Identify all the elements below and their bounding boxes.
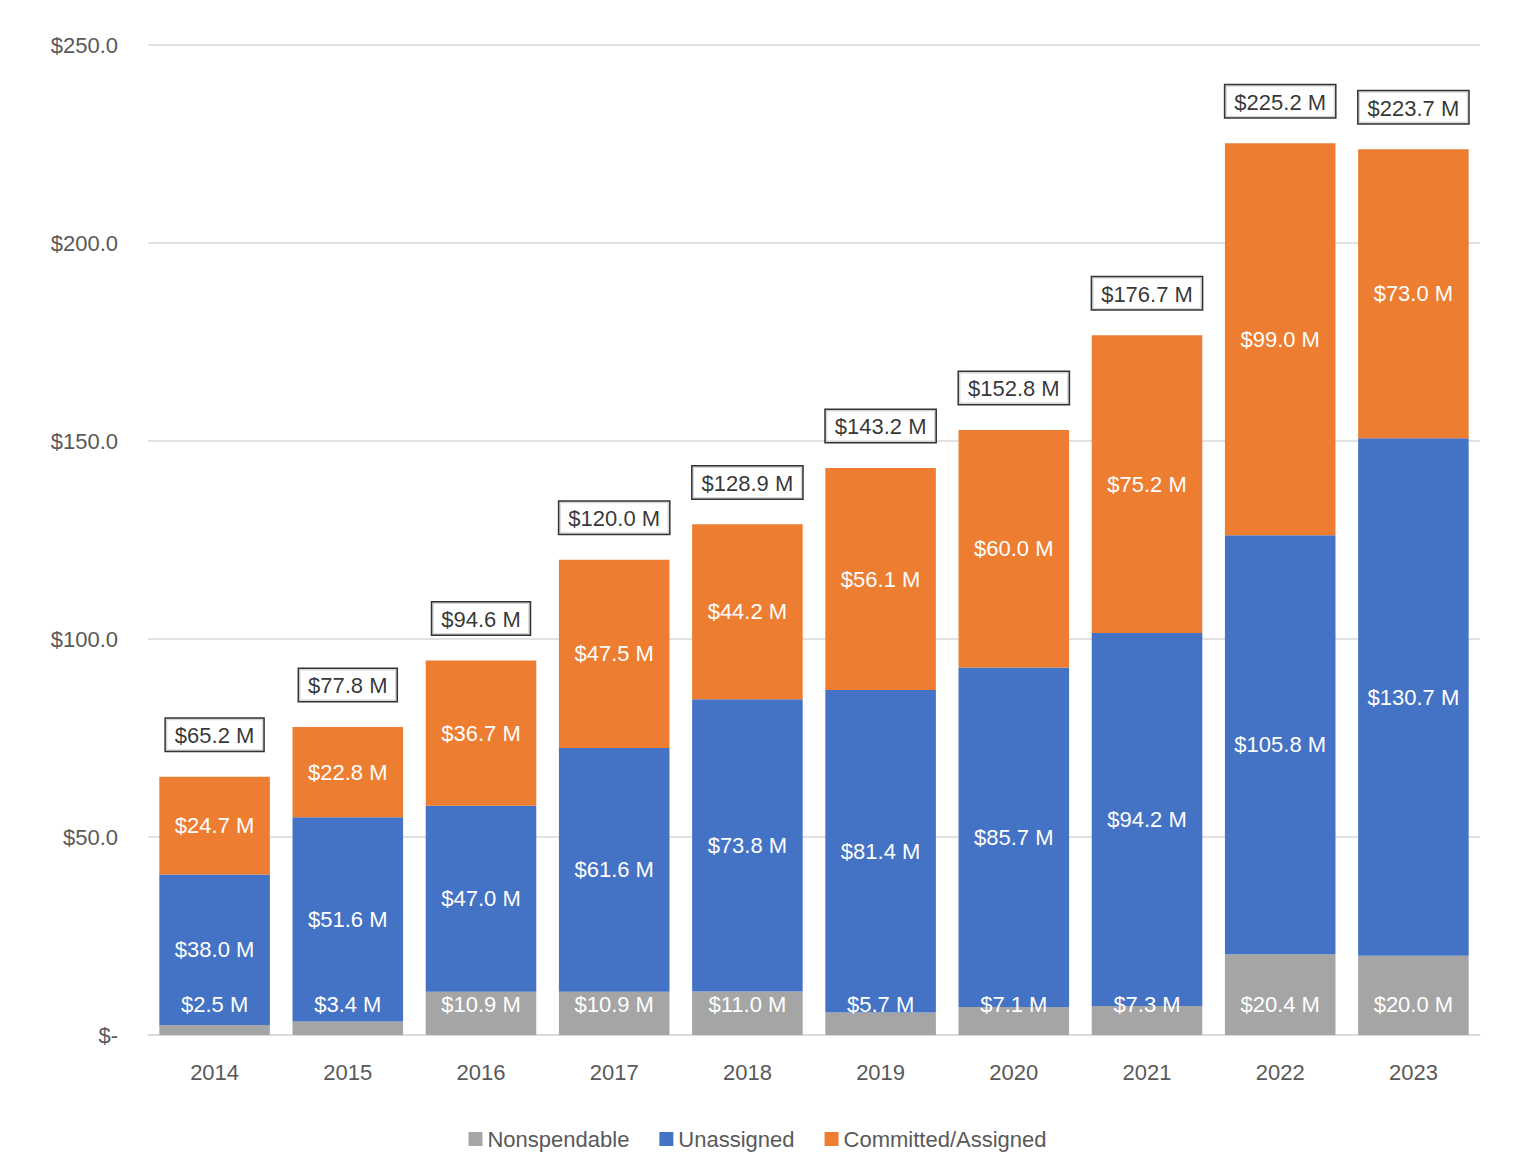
svg-text:$60.0 M: $60.0 M: [974, 536, 1054, 561]
svg-text:$20.0 M: $20.0 M: [1374, 992, 1454, 1017]
svg-text:$56.1 M: $56.1 M: [841, 567, 921, 592]
svg-text:$99.0 M: $99.0 M: [1240, 327, 1320, 352]
svg-text:$20.4 M: $20.4 M: [1240, 992, 1320, 1017]
svg-text:$128.9 M: $128.9 M: [702, 471, 794, 496]
svg-text:$223.7 M: $223.7 M: [1368, 96, 1460, 121]
svg-text:$100.0: $100.0: [51, 627, 118, 652]
svg-text:2023: 2023: [1389, 1060, 1438, 1085]
svg-text:$36.7 M: $36.7 M: [441, 721, 521, 746]
svg-text:$10.9 M: $10.9 M: [441, 992, 521, 1017]
svg-text:2021: 2021: [1123, 1060, 1172, 1085]
svg-text:Unassigned: Unassigned: [678, 1127, 794, 1152]
svg-text:$225.2 M: $225.2 M: [1234, 90, 1326, 115]
svg-text:$11.0 M: $11.0 M: [708, 992, 786, 1017]
svg-text:$75.2 M: $75.2 M: [1107, 472, 1187, 497]
svg-text:$130.7 M: $130.7 M: [1368, 685, 1460, 710]
svg-text:$120.0 M: $120.0 M: [568, 506, 660, 531]
svg-text:2014: 2014: [190, 1060, 239, 1085]
svg-text:$5.7 M: $5.7 M: [847, 992, 914, 1017]
svg-text:2019: 2019: [856, 1060, 905, 1085]
svg-text:2015: 2015: [323, 1060, 372, 1085]
svg-text:$50.0: $50.0: [63, 825, 118, 850]
svg-text:$7.1 M: $7.1 M: [980, 992, 1047, 1017]
svg-text:$61.6 M: $61.6 M: [574, 857, 654, 882]
svg-text:$77.8 M: $77.8 M: [308, 673, 388, 698]
svg-text:$65.2 M: $65.2 M: [175, 723, 255, 748]
svg-text:$81.4 M: $81.4 M: [841, 839, 921, 864]
svg-text:$200.0: $200.0: [51, 231, 118, 256]
svg-text:$47.5 M: $47.5 M: [574, 641, 654, 666]
svg-text:$38.0 M: $38.0 M: [175, 937, 255, 962]
svg-text:$3.4 M: $3.4 M: [314, 992, 381, 1017]
svg-text:$150.0: $150.0: [51, 429, 118, 454]
svg-text:2020: 2020: [989, 1060, 1038, 1085]
svg-text:$105.8 M: $105.8 M: [1234, 732, 1326, 757]
svg-text:Committed/Assigned: Committed/Assigned: [844, 1127, 1047, 1152]
svg-text:$22.8 M: $22.8 M: [308, 760, 388, 785]
svg-text:$94.2 M: $94.2 M: [1107, 807, 1187, 832]
svg-text:$2.5 M: $2.5 M: [181, 992, 248, 1017]
svg-text:$7.3 M: $7.3 M: [1113, 992, 1180, 1017]
svg-text:2017: 2017: [590, 1060, 639, 1085]
svg-text:$73.0 M: $73.0 M: [1374, 281, 1454, 306]
svg-text:$73.8 M: $73.8 M: [708, 833, 788, 858]
svg-text:$176.7 M: $176.7 M: [1101, 282, 1193, 307]
svg-text:$10.9 M: $10.9 M: [574, 992, 654, 1017]
svg-text:Nonspendable: Nonspendable: [487, 1127, 629, 1152]
svg-text:$51.6 M: $51.6 M: [308, 907, 388, 932]
svg-text:$44.2 M: $44.2 M: [708, 599, 788, 624]
svg-text:$85.7 M: $85.7 M: [974, 825, 1054, 850]
svg-text:2016: 2016: [457, 1060, 506, 1085]
svg-text:2018: 2018: [723, 1060, 772, 1085]
svg-text:$250.0: $250.0: [51, 33, 118, 58]
svg-text:$94.6 M: $94.6 M: [441, 607, 521, 632]
svg-text:$24.7 M: $24.7 M: [175, 813, 255, 838]
svg-text:2022: 2022: [1256, 1060, 1305, 1085]
svg-text:$143.2 M: $143.2 M: [835, 414, 927, 439]
svg-text:$-: $-: [98, 1023, 118, 1048]
svg-text:$152.8 M: $152.8 M: [968, 376, 1060, 401]
svg-text:$47.0 M: $47.0 M: [441, 886, 521, 911]
